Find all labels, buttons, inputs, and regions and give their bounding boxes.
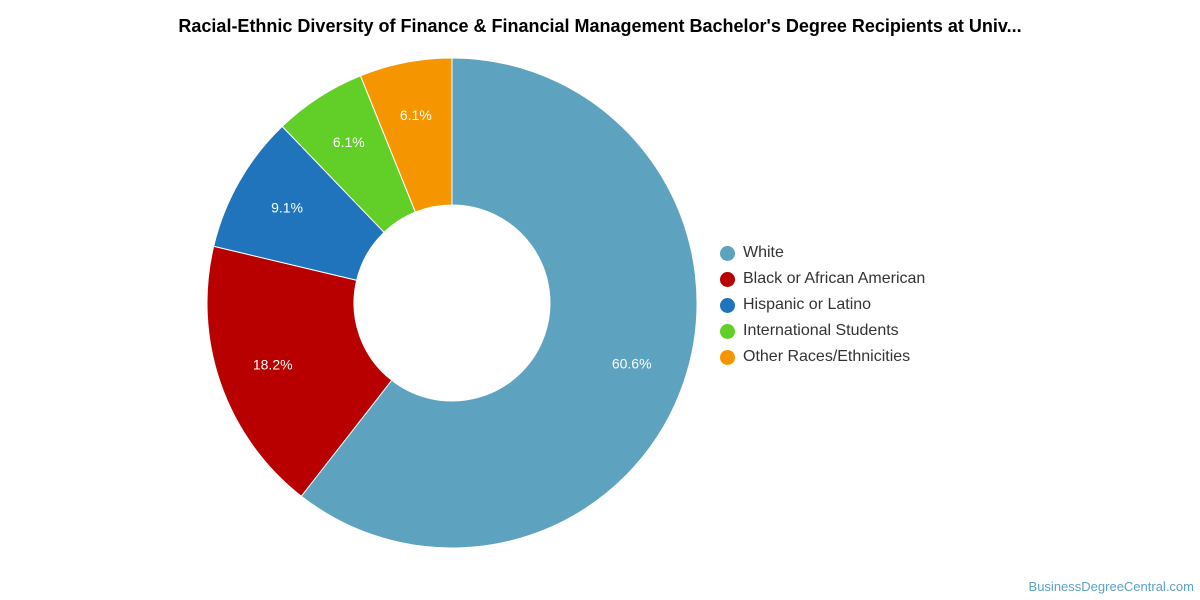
legend-label: Black or African American xyxy=(743,270,926,287)
donut-slice-black-or-african-american[interactable] xyxy=(206,245,393,497)
site-watermark[interactable]: BusinessDegreeCentral.com xyxy=(1028,579,1194,594)
slice-value-label: 9.1% xyxy=(271,199,303,215)
donut-slice-other-races-ethnicities[interactable] xyxy=(359,57,453,213)
legend-item-black-or-african-american[interactable]: Black or African American xyxy=(720,266,925,292)
legend-item-white[interactable]: White xyxy=(720,240,925,266)
legend-label: International Students xyxy=(743,322,899,339)
legend-swatch xyxy=(720,323,735,339)
slice-value-label: 6.1% xyxy=(333,134,365,150)
legend-swatch xyxy=(720,349,735,365)
legend-swatch xyxy=(720,297,735,313)
legend-label: Other Races/Ethnicities xyxy=(743,348,911,365)
slice-value-label: 6.1% xyxy=(400,107,432,123)
chart-title: Racial-Ethnic Diversity of Finance & Fin… xyxy=(178,16,1022,36)
legend-item-international-students[interactable]: International Students xyxy=(720,318,925,344)
slice-value-label: 18.2% xyxy=(253,357,293,373)
slice-value-label: 60.6% xyxy=(612,355,652,371)
donut-slice-white[interactable] xyxy=(300,57,698,549)
legend-swatch xyxy=(720,245,735,261)
legend-item-other-races-ethnicities[interactable]: Other Races/Ethnicities xyxy=(720,344,925,370)
chart-legend: White Black or African American Hispanic o… xyxy=(720,240,925,370)
legend-swatch xyxy=(720,271,735,287)
legend-label: Hispanic or Latino xyxy=(743,296,872,313)
legend-item-hispanic-or-latino[interactable]: Hispanic or Latino xyxy=(720,292,925,318)
legend-label: White xyxy=(743,244,784,261)
